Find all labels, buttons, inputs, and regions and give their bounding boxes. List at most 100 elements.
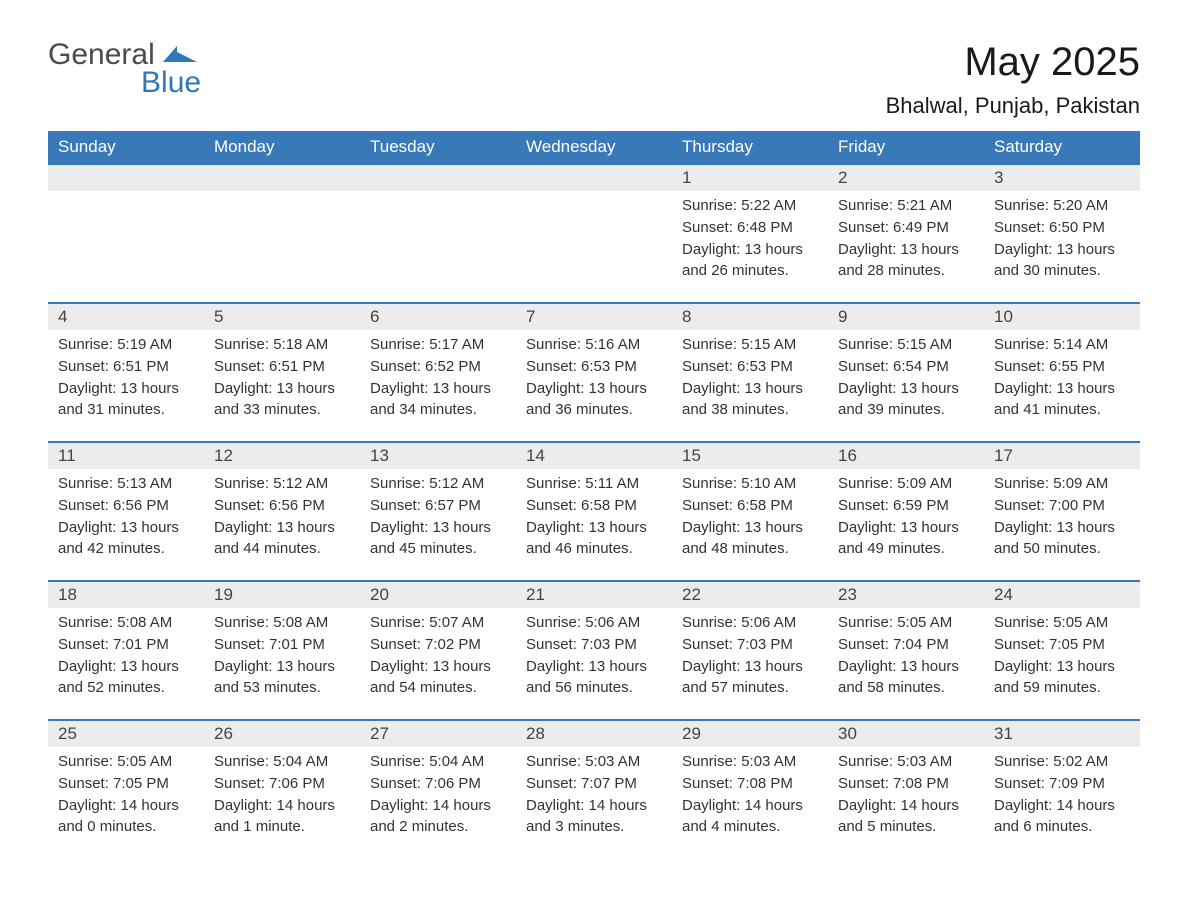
- day-number-cell: [204, 164, 360, 191]
- day-number-cell: 20: [360, 581, 516, 608]
- sunset-text: Sunset: 7:05 PM: [58, 773, 194, 795]
- weekday-header: Saturday: [984, 131, 1140, 164]
- daylight-text: Daylight: 13 hours and 56 minutes.: [526, 656, 662, 700]
- sunrise-text: Sunrise: 5:03 AM: [838, 751, 974, 773]
- day-number-cell: 23: [828, 581, 984, 608]
- day-content-cell: Sunrise: 5:14 AMSunset: 6:55 PMDaylight:…: [984, 330, 1140, 442]
- day-content-cell: Sunrise: 5:07 AMSunset: 7:02 PMDaylight:…: [360, 608, 516, 720]
- daylight-text: Daylight: 13 hours and 54 minutes.: [370, 656, 506, 700]
- sunrise-text: Sunrise: 5:04 AM: [214, 751, 350, 773]
- day-content-cell: Sunrise: 5:22 AMSunset: 6:48 PMDaylight:…: [672, 191, 828, 303]
- weekday-header: Monday: [204, 131, 360, 164]
- sunset-text: Sunset: 6:48 PM: [682, 217, 818, 239]
- daylight-text: Daylight: 14 hours and 3 minutes.: [526, 795, 662, 839]
- title-block: May 2025 Bhalwal, Punjab, Pakistan: [886, 40, 1140, 119]
- day-content-cell: Sunrise: 5:11 AMSunset: 6:58 PMDaylight:…: [516, 469, 672, 581]
- day-content-cell: Sunrise: 5:06 AMSunset: 7:03 PMDaylight:…: [672, 608, 828, 720]
- daylight-text: Daylight: 13 hours and 44 minutes.: [214, 517, 350, 561]
- day-number-cell: 30: [828, 720, 984, 747]
- calendar-table: SundayMondayTuesdayWednesdayThursdayFrid…: [48, 131, 1140, 859]
- day-number-cell: 24: [984, 581, 1140, 608]
- day-content-cell: Sunrise: 5:15 AMSunset: 6:54 PMDaylight:…: [828, 330, 984, 442]
- daylight-text: Daylight: 13 hours and 30 minutes.: [994, 239, 1130, 283]
- sunset-text: Sunset: 7:09 PM: [994, 773, 1130, 795]
- weekday-header: Friday: [828, 131, 984, 164]
- logo-word-general: General: [48, 38, 155, 71]
- sunset-text: Sunset: 7:05 PM: [994, 634, 1130, 656]
- sunrise-text: Sunrise: 5:16 AM: [526, 334, 662, 356]
- day-number-cell: 8: [672, 303, 828, 330]
- sunrise-text: Sunrise: 5:07 AM: [370, 612, 506, 634]
- daylight-text: Daylight: 13 hours and 28 minutes.: [838, 239, 974, 283]
- sunset-text: Sunset: 7:07 PM: [526, 773, 662, 795]
- daylight-text: Daylight: 13 hours and 41 minutes.: [994, 378, 1130, 422]
- sunset-text: Sunset: 6:58 PM: [682, 495, 818, 517]
- day-number-cell: 14: [516, 442, 672, 469]
- sunset-text: Sunset: 7:04 PM: [838, 634, 974, 656]
- day-content-cell: Sunrise: 5:17 AMSunset: 6:52 PMDaylight:…: [360, 330, 516, 442]
- daylight-text: Daylight: 13 hours and 48 minutes.: [682, 517, 818, 561]
- day-number-cell: 6: [360, 303, 516, 330]
- sunset-text: Sunset: 7:08 PM: [682, 773, 818, 795]
- sunset-text: Sunset: 6:51 PM: [214, 356, 350, 378]
- day-number-cell: [516, 164, 672, 191]
- day-content-cell: Sunrise: 5:02 AMSunset: 7:09 PMDaylight:…: [984, 747, 1140, 859]
- day-content-cell: Sunrise: 5:03 AMSunset: 7:08 PMDaylight:…: [828, 747, 984, 859]
- daylight-text: Daylight: 13 hours and 33 minutes.: [214, 378, 350, 422]
- day-content-row: Sunrise: 5:08 AMSunset: 7:01 PMDaylight:…: [48, 608, 1140, 720]
- weekday-header: Wednesday: [516, 131, 672, 164]
- daylight-text: Daylight: 13 hours and 52 minutes.: [58, 656, 194, 700]
- sunrise-text: Sunrise: 5:14 AM: [994, 334, 1130, 356]
- logo-text: General Blue: [48, 40, 201, 98]
- daylight-text: Daylight: 14 hours and 5 minutes.: [838, 795, 974, 839]
- day-content-cell: Sunrise: 5:03 AMSunset: 7:08 PMDaylight:…: [672, 747, 828, 859]
- sunset-text: Sunset: 7:00 PM: [994, 495, 1130, 517]
- sunrise-text: Sunrise: 5:09 AM: [994, 473, 1130, 495]
- daylight-text: Daylight: 14 hours and 0 minutes.: [58, 795, 194, 839]
- weekday-row: SundayMondayTuesdayWednesdayThursdayFrid…: [48, 131, 1140, 164]
- day-number-row: 25262728293031: [48, 720, 1140, 747]
- daylight-text: Daylight: 13 hours and 49 minutes.: [838, 517, 974, 561]
- day-number-cell: 18: [48, 581, 204, 608]
- day-content-cell: [360, 191, 516, 303]
- sunset-text: Sunset: 6:51 PM: [58, 356, 194, 378]
- sunrise-text: Sunrise: 5:05 AM: [58, 751, 194, 773]
- day-number-cell: [360, 164, 516, 191]
- day-content-cell: Sunrise: 5:08 AMSunset: 7:01 PMDaylight:…: [48, 608, 204, 720]
- daylight-text: Daylight: 13 hours and 57 minutes.: [682, 656, 818, 700]
- daylight-text: Daylight: 13 hours and 59 minutes.: [994, 656, 1130, 700]
- sunrise-text: Sunrise: 5:08 AM: [214, 612, 350, 634]
- day-number-cell: 25: [48, 720, 204, 747]
- daylight-text: Daylight: 14 hours and 6 minutes.: [994, 795, 1130, 839]
- sunset-text: Sunset: 7:08 PM: [838, 773, 974, 795]
- day-number-cell: 4: [48, 303, 204, 330]
- sunset-text: Sunset: 6:49 PM: [838, 217, 974, 239]
- day-number-cell: 28: [516, 720, 672, 747]
- sunset-text: Sunset: 7:03 PM: [682, 634, 818, 656]
- sunrise-text: Sunrise: 5:22 AM: [682, 195, 818, 217]
- daylight-text: Daylight: 13 hours and 34 minutes.: [370, 378, 506, 422]
- day-number-cell: 21: [516, 581, 672, 608]
- day-number-cell: 12: [204, 442, 360, 469]
- sunrise-text: Sunrise: 5:04 AM: [370, 751, 506, 773]
- daylight-text: Daylight: 13 hours and 53 minutes.: [214, 656, 350, 700]
- day-content-cell: Sunrise: 5:04 AMSunset: 7:06 PMDaylight:…: [204, 747, 360, 859]
- sunrise-text: Sunrise: 5:06 AM: [526, 612, 662, 634]
- day-content-cell: Sunrise: 5:06 AMSunset: 7:03 PMDaylight:…: [516, 608, 672, 720]
- sunrise-text: Sunrise: 5:19 AM: [58, 334, 194, 356]
- sunrise-text: Sunrise: 5:15 AM: [682, 334, 818, 356]
- sunset-text: Sunset: 6:54 PM: [838, 356, 974, 378]
- day-content-row: Sunrise: 5:13 AMSunset: 6:56 PMDaylight:…: [48, 469, 1140, 581]
- day-content-cell: Sunrise: 5:12 AMSunset: 6:57 PMDaylight:…: [360, 469, 516, 581]
- day-content-cell: Sunrise: 5:16 AMSunset: 6:53 PMDaylight:…: [516, 330, 672, 442]
- day-number-cell: 19: [204, 581, 360, 608]
- sunrise-text: Sunrise: 5:02 AM: [994, 751, 1130, 773]
- sunrise-text: Sunrise: 5:12 AM: [214, 473, 350, 495]
- day-content-cell: [204, 191, 360, 303]
- daylight-text: Daylight: 13 hours and 36 minutes.: [526, 378, 662, 422]
- sunrise-text: Sunrise: 5:03 AM: [526, 751, 662, 773]
- sunrise-text: Sunrise: 5:09 AM: [838, 473, 974, 495]
- day-content-cell: Sunrise: 5:09 AMSunset: 6:59 PMDaylight:…: [828, 469, 984, 581]
- day-content-row: Sunrise: 5:22 AMSunset: 6:48 PM Daylight:…: [48, 191, 1140, 303]
- day-number-cell: 22: [672, 581, 828, 608]
